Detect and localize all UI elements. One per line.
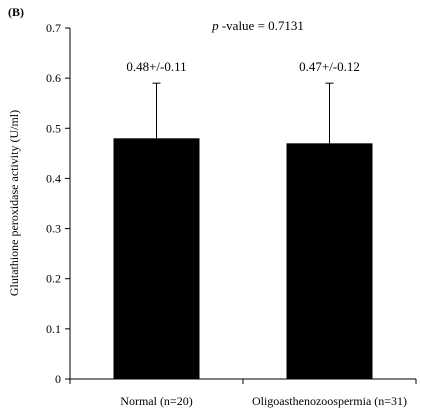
bars (113, 138, 373, 379)
x-tick-label: Normal (n=20) (120, 394, 192, 408)
y-tick-label: 0.6 (46, 71, 61, 85)
bar-oligoasthenozoospermia (286, 143, 373, 379)
bar-normal (113, 138, 200, 379)
x-tick-labels: Normal (n=20) Oligoasthenozoospermia (n=3… (120, 394, 407, 408)
data-labels: 0.48+/-0.11 0.47+/-0.12 (126, 59, 360, 74)
panel-label: (B) (8, 5, 24, 19)
error-bars (152, 82, 334, 144)
y-tick-label: 0 (55, 372, 61, 386)
y-tick-label: 0.3 (46, 222, 61, 236)
data-label: 0.47+/-0.12 (299, 59, 360, 74)
p-value-prefix: p (211, 18, 219, 33)
y-tick-label: 0.7 (46, 21, 61, 35)
y-tick-label: 0.1 (46, 322, 61, 336)
y-tick-label: 0.2 (46, 272, 61, 286)
y-ticks: 0 0.1 0.2 0.3 0.4 0.5 0.6 0.7 (46, 21, 70, 386)
y-tick-label: 0.4 (46, 171, 61, 185)
x-tick-label: Oligoasthenozoospermia (n=31) (252, 394, 407, 408)
y-tick-label: 0.5 (46, 121, 61, 135)
data-label: 0.48+/-0.11 (126, 59, 186, 74)
x-ticks (69, 379, 417, 384)
y-axis-label: Glutathione peroxidase activity (U/ml) (7, 110, 21, 296)
p-value-text: -value = 0.7131 (219, 18, 304, 33)
p-value-annotation: p -value = 0.7131 (211, 18, 304, 33)
